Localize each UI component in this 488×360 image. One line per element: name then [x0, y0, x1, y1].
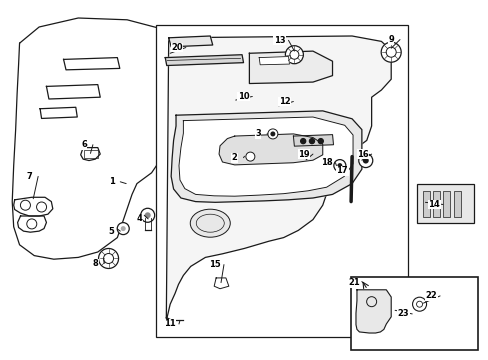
Text: 8: 8: [92, 259, 98, 268]
Bar: [423, 191, 429, 217]
Bar: [442, 191, 449, 217]
Text: 13: 13: [273, 36, 285, 45]
Bar: [350, 277, 477, 350]
Polygon shape: [355, 290, 390, 333]
Polygon shape: [165, 55, 243, 66]
Circle shape: [337, 163, 342, 168]
Polygon shape: [249, 51, 332, 84]
Bar: [84, 150, 98, 158]
Circle shape: [117, 222, 129, 235]
Text: 15: 15: [209, 260, 221, 269]
Polygon shape: [259, 57, 289, 65]
Circle shape: [99, 248, 118, 269]
Text: 16: 16: [356, 150, 368, 158]
Circle shape: [121, 226, 125, 231]
Text: 1: 1: [108, 177, 114, 186]
Circle shape: [141, 208, 154, 222]
Text: 9: 9: [387, 35, 393, 44]
Circle shape: [309, 139, 314, 144]
Ellipse shape: [190, 209, 230, 237]
Polygon shape: [63, 58, 120, 70]
Circle shape: [267, 129, 277, 139]
Text: 3: 3: [255, 129, 261, 138]
Text: 14: 14: [427, 200, 439, 209]
Polygon shape: [166, 36, 390, 326]
Bar: [432, 191, 439, 217]
Polygon shape: [171, 111, 361, 202]
Polygon shape: [179, 117, 352, 196]
Polygon shape: [12, 18, 176, 259]
Text: 4: 4: [136, 214, 142, 223]
Polygon shape: [46, 85, 100, 99]
Text: 20: 20: [171, 43, 183, 52]
Circle shape: [333, 159, 345, 172]
Polygon shape: [214, 278, 228, 289]
Polygon shape: [293, 135, 333, 146]
Bar: [453, 191, 460, 217]
Text: 18: 18: [320, 158, 332, 167]
Text: 21: 21: [347, 278, 359, 287]
Text: 10: 10: [237, 92, 249, 101]
Text: 6: 6: [81, 140, 87, 149]
Circle shape: [270, 131, 275, 136]
Circle shape: [362, 158, 368, 163]
Text: 19: 19: [298, 150, 309, 158]
Circle shape: [144, 212, 150, 218]
Text: 12: 12: [278, 97, 290, 106]
Text: 22: 22: [425, 292, 436, 300]
Bar: [416, 184, 473, 223]
Circle shape: [318, 139, 323, 144]
Polygon shape: [168, 36, 212, 47]
Circle shape: [412, 297, 426, 311]
Polygon shape: [18, 216, 46, 232]
Text: 17: 17: [336, 166, 347, 175]
Bar: [155, 25, 407, 337]
Text: 23: 23: [397, 309, 408, 318]
Text: 11: 11: [164, 320, 176, 328]
Circle shape: [381, 42, 400, 62]
Circle shape: [285, 46, 303, 64]
Polygon shape: [81, 148, 100, 161]
Polygon shape: [219, 134, 322, 165]
Circle shape: [245, 152, 254, 161]
Text: 2: 2: [231, 153, 237, 162]
Circle shape: [358, 154, 372, 167]
Text: 7: 7: [26, 172, 32, 181]
Circle shape: [300, 139, 305, 144]
Polygon shape: [14, 197, 53, 216]
Text: 5: 5: [108, 227, 114, 235]
Polygon shape: [40, 107, 77, 118]
